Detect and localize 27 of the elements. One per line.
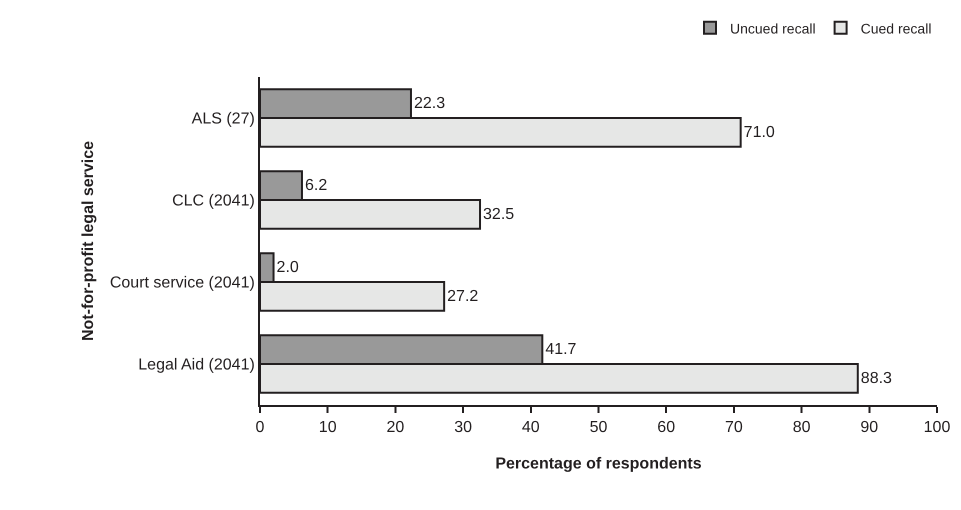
text: 22.3 <box>414 95 446 112</box>
x-tick-label: 50 <box>590 419 608 436</box>
text: 6.2 <box>304 177 328 194</box>
x-tick-label: 90 <box>860 419 878 436</box>
y-axis-title: Not-for-profit legal service <box>80 140 98 342</box>
x-tick-label: 60 <box>657 419 676 436</box>
text: 2.0 <box>276 259 299 276</box>
legend-label: Uncued recall <box>730 20 816 36</box>
y-tick-label: Court service (2041) <box>110 274 255 292</box>
y-tick-label: ALS (27) <box>192 110 255 128</box>
x-tick-label: 40 <box>522 419 540 436</box>
y-tick-label: Legal Aid (2041) <box>138 356 255 374</box>
y-tick-label: CLC (2041) <box>172 192 255 210</box>
x-tick-label: 20 <box>386 419 404 436</box>
x-tick-label: 100 <box>924 419 950 436</box>
x-tick-label: 80 <box>792 419 811 436</box>
x-tick-label: 10 <box>318 419 337 436</box>
x-tick-label: 0 <box>256 419 265 436</box>
text: 27.2 <box>447 288 478 305</box>
x-axis-title: Percentage of respondents <box>495 455 702 472</box>
text: 32.5 <box>483 206 514 223</box>
legend-label: Cued recall <box>860 20 932 36</box>
text: 71.0 <box>744 124 775 141</box>
text: 41.7 <box>545 341 576 358</box>
x-tick-label: 70 <box>725 419 743 436</box>
x-tick-label: 30 <box>454 419 472 436</box>
text: 88.3 <box>860 370 892 387</box>
